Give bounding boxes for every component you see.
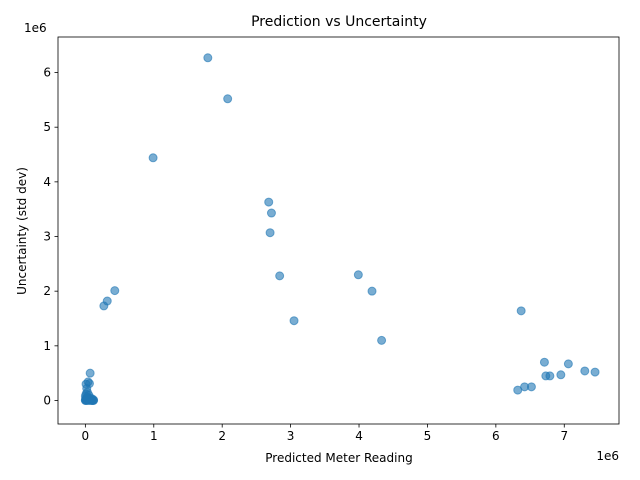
- y-axis-label: Uncertainty (std dev): [15, 167, 29, 295]
- x-axis-label: Predicted Meter Reading: [265, 451, 412, 465]
- data-point-9: [110, 286, 120, 296]
- y-axis-ticks: 0 1 2 3 4 5 6: [43, 66, 58, 407]
- x-tick-label-3: 3: [287, 429, 295, 443]
- data-point-13: [516, 306, 526, 316]
- data-point-17: [580, 366, 590, 376]
- x-tick-label-0: 0: [82, 429, 90, 443]
- x-axis-offset-label: 1e6: [596, 449, 619, 463]
- data-point-24: [513, 385, 523, 395]
- y-axis-offset-label: 1e6: [24, 21, 47, 35]
- data-point-52: [89, 396, 99, 405]
- data-point-23: [526, 382, 536, 392]
- x-axis-ticks: 0 1 2 3 4 5 6 7: [82, 424, 568, 443]
- data-point-4: [266, 208, 276, 218]
- y-tick-label-2: 2: [43, 284, 51, 298]
- data-point-1: [223, 94, 233, 104]
- data-point-7: [353, 270, 363, 280]
- y-tick-label-5: 5: [43, 120, 51, 134]
- y-tick-label-4: 4: [43, 175, 51, 189]
- chart-title: Prediction vs Uncertainty: [251, 14, 427, 30]
- data-point-3: [264, 197, 274, 207]
- data-point-20: [545, 371, 555, 381]
- data-point-6: [275, 271, 285, 281]
- x-tick-label-7: 7: [560, 429, 568, 443]
- data-point-5: [265, 228, 275, 238]
- data-point-14: [377, 335, 387, 345]
- data-point-12: [289, 316, 299, 326]
- data-point-2: [148, 153, 158, 163]
- data-point-11: [99, 301, 109, 311]
- y-tick-label-1: 1: [43, 339, 51, 353]
- x-tick-label-6: 6: [492, 429, 500, 443]
- data-point-21: [556, 370, 566, 380]
- y-tick-label-3: 3: [43, 230, 51, 244]
- x-tick-label-5: 5: [424, 429, 432, 443]
- data-point-8: [367, 286, 377, 296]
- x-tick-label-1: 1: [150, 429, 158, 443]
- x-tick-label-4: 4: [355, 429, 363, 443]
- data-point-16: [563, 359, 573, 369]
- points-layer: [80, 53, 600, 405]
- y-tick-label-6: 6: [43, 66, 51, 80]
- data-point-25: [85, 368, 95, 378]
- data-point-18: [590, 367, 600, 377]
- y-tick-label-0: 0: [43, 393, 51, 407]
- data-point-15: [539, 357, 549, 367]
- plot-frame: [57, 36, 620, 425]
- data-point-0: [203, 53, 213, 63]
- x-tick-label-2: 2: [218, 429, 226, 443]
